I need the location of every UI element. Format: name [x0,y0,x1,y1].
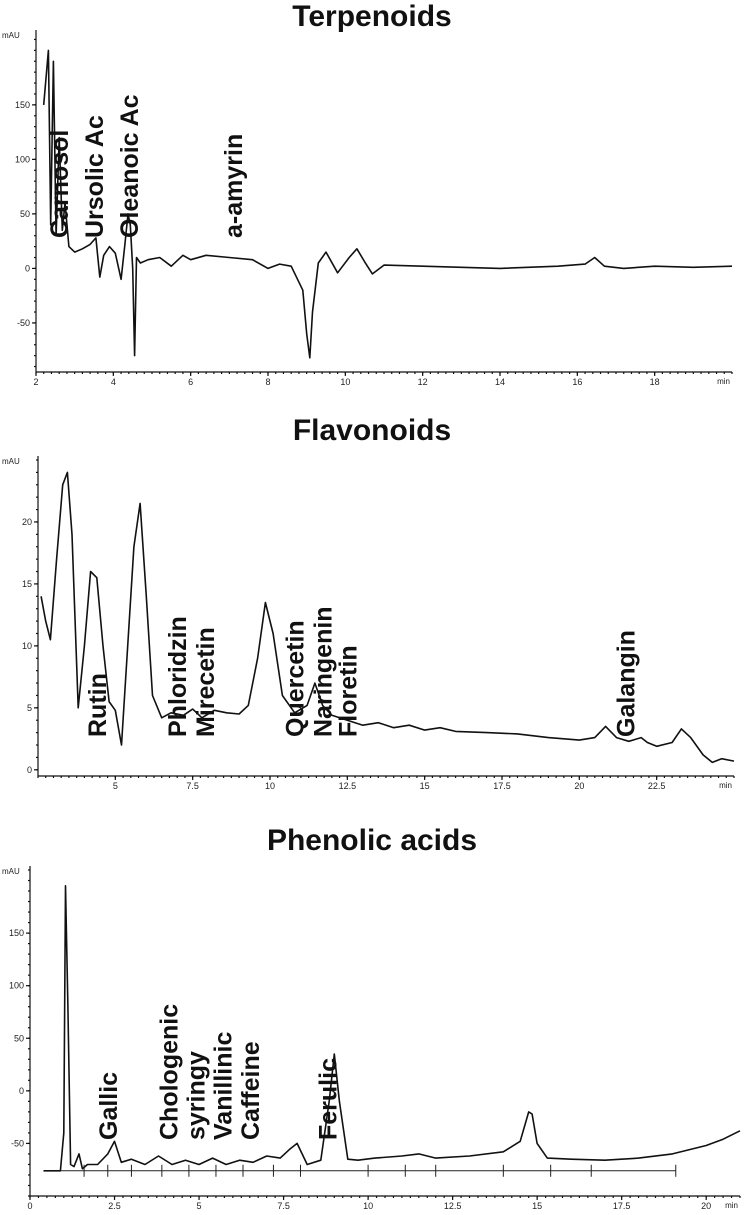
phenolic-acids-title: Phenolic acids [267,824,477,857]
flavonoids-chromatogram-trace [40,471,735,764]
phenolic-acids-y-tick-label: 50 [14,1033,24,1043]
flavonoids-x-tick-label: 12.5 [339,781,357,791]
terpenoids-y-tick-label: 150 [15,100,30,110]
flavonoids-y-tick-label: 15 [22,579,32,589]
phenolic-acids-y-tick-label: 100 [9,981,24,991]
peak-label-quercetin: Quercetin [282,620,310,737]
terpenoids-title: Terpenoids [292,0,451,33]
terpenoids-chart-svg: Terpenoids mAU min -50 0 50 100 150 2 4 6 8 10 12 14 16… [2,0,733,387]
peak-label-syringy: syringy [183,1051,211,1140]
phenolic-acids-x-tick-label: 0 [27,1201,32,1210]
flavonoids-x-tick-label: 5 [113,781,118,791]
flavonoids-y-axis-label: mAU [2,457,20,466]
peak-label-floretin: Floretin [334,645,362,737]
phenolic-acids-x-axis-label: min [725,1201,738,1210]
phenolic-acids-x-tick-label: 15 [532,1201,542,1210]
flavonoids-chart: Flavonoids mAU min 0 5 10 15 20 5 7.5 10 12.5 15 17.5… [0,400,744,810]
phenolic-acids-x-tick-label: 20 [701,1201,711,1210]
peak-label-ursolic-ac: Ursolic Ac [81,115,109,238]
flavonoids-chart-svg: Flavonoids mAU min 0 5 10 15 20 5 7.5 10 12.5 15 17.5… [2,414,735,791]
terpenoids-y-tick-label: 50 [20,209,30,219]
phenolic-acids-x-tick-label: 5 [197,1201,202,1210]
peak-label-mirecetin: Mirecetin [192,627,220,737]
terpenoids-x-tick-label: 8 [265,377,270,387]
flavonoids-x-tick-label: 15 [420,781,430,791]
flavonoids-y-tick-label: 20 [22,517,32,527]
peak-label-ferulic: Ferulic [315,1058,343,1140]
terpenoids-chart: Terpenoids mAU min -50 0 50 100 150 2 4 6 8 10 12 14 16… [0,0,744,400]
flavonoids-x-tick-label: 22.5 [648,781,666,791]
phenolic-acids-x-tick-label: 10 [363,1201,373,1210]
terpenoids-y-axis-label: mAU [2,31,20,40]
phenolic-acids-chart: Phenolic acids mAU min -50 0 50 100 150 0 2.5 5 7.5… [0,810,744,1211]
peak-label-carnosol: Carnosol [46,130,74,238]
phenolic-acids-y-tick-label: 150 [9,928,24,938]
flavonoids-y-tick-label: 5 [27,703,32,713]
peak-label-oleanoic-ac: Oleanoic Ac [116,94,144,238]
terpenoids-x-tick-label: 16 [572,377,582,387]
phenolic-acids-x-tick-label: 17.5 [613,1201,631,1210]
terpenoids-y-tick-label: -50 [17,318,30,328]
phenolic-acids-y-tick-label: 0 [19,1086,24,1096]
flavonoids-x-tick-label: 10 [265,781,275,791]
peak-label-galangin: Galangin [613,630,641,737]
peak-label-a-amyrin: a-amyrin [220,134,248,238]
flavonoids-x-axis-label: min [719,781,732,790]
flavonoids-y-tick-label: 0 [27,765,32,775]
phenolic-acids-y-tick-label: -50 [11,1138,24,1148]
terpenoids-x-tick-label: 4 [111,377,116,387]
peak-label-chologenic: Chologenic [156,1004,184,1140]
peak-label-caffeine: Caffeine [237,1041,265,1140]
terpenoids-x-tick-label: 18 [650,377,660,387]
terpenoids-x-tick-label: 12 [418,377,428,387]
flavonoids-x-tick-label: 7.5 [186,781,199,791]
flavonoids-x-tick-label: 17.5 [493,781,511,791]
terpenoids-chromatogram-trace [42,49,733,359]
peak-label-naringenin: Naringenin [310,606,338,737]
terpenoids-x-tick-label: 14 [495,377,505,387]
phenolic-acids-chart-svg: Phenolic acids mAU min -50 0 50 100 150 0 2.5 5 7.5… [2,824,741,1211]
peak-label-vanillinic: Vanillinic [210,1032,238,1140]
flavonoids-title: Flavonoids [293,414,451,447]
flavonoids-y-tick-label: 10 [22,641,32,651]
phenolic-acids-x-tick-label: 7.5 [277,1201,290,1210]
phenolic-acids-chromatogram-trace [43,885,741,1172]
peak-label-gallic: Gallic [95,1072,123,1140]
phenolic-acids-x-tick-label: 2.5 [108,1201,121,1210]
terpenoids-x-axis-label: min [717,377,730,386]
peak-label-rutin: Rutin [84,673,112,737]
terpenoids-x-tick-label: 10 [340,377,350,387]
peak-label-phloridzin: Phloridzin [164,616,192,737]
terpenoids-y-tick-label: 0 [25,263,30,273]
terpenoids-y-tick-label: 100 [15,154,30,164]
phenolic-acids-y-axis-label: mAU [2,867,20,876]
flavonoids-x-tick-label: 20 [574,781,584,791]
phenolic-acids-x-tick-label: 12.5 [444,1201,462,1210]
terpenoids-x-tick-label: 2 [33,377,38,387]
terpenoids-x-tick-label: 6 [188,377,193,387]
